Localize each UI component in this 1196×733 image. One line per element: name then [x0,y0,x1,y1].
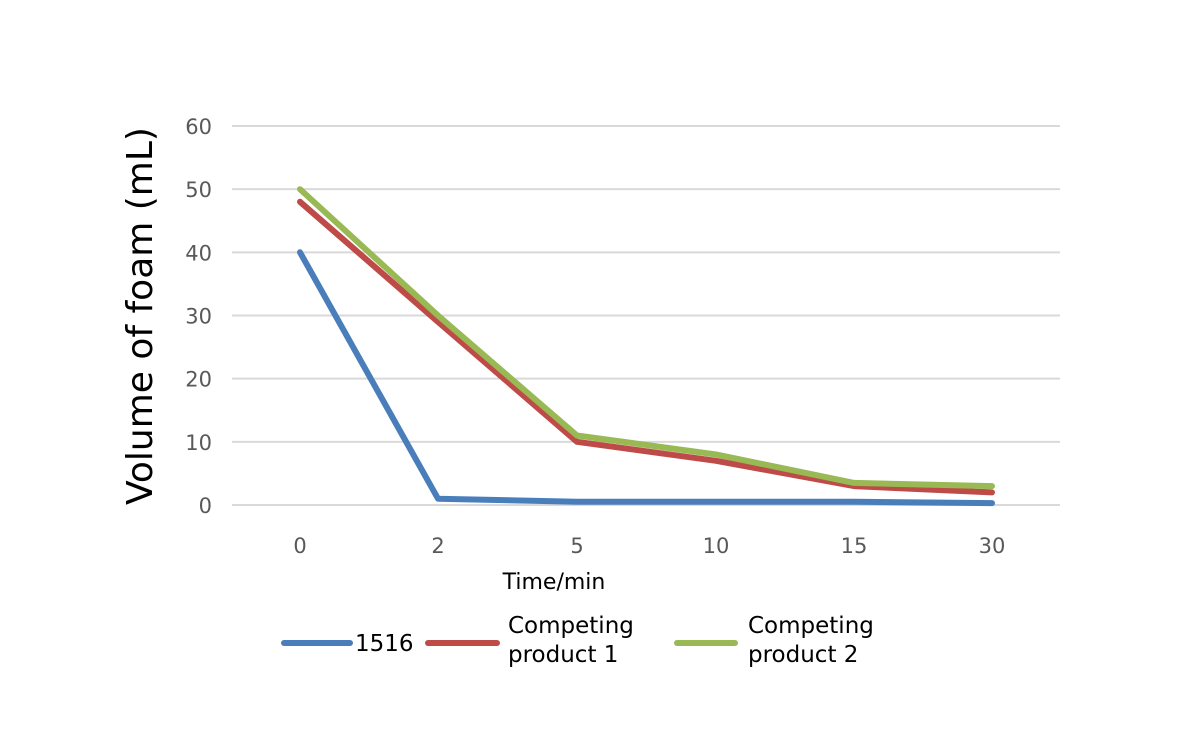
y-tick-label: 40 [185,241,212,265]
x-tick-label: 2 [431,534,444,558]
legend-label: 1516 [355,631,414,657]
series-line-1 [297,249,995,507]
y-axis-ticks: 0 10 20 30 40 50 60 [185,115,212,518]
x-axis-ticks: 0 2 5 10 15 30 [293,534,1005,558]
y-tick-label: 20 [185,368,212,392]
series-line-2 [297,198,995,496]
y-tick-label: 50 [185,178,212,202]
legend-label: Competing [508,613,634,639]
legend-item-3: Competing product 2 [674,613,874,668]
x-tick-label: 30 [979,534,1006,558]
x-tick-label: 0 [293,534,306,558]
x-tick-label: 5 [570,534,583,558]
legend: 1516 Competing product 1 Competing product 2 [281,613,874,668]
series-lines [297,186,995,507]
legend-label: product 2 [748,642,858,668]
legend-label: Competing [748,613,874,639]
legend-label: product 1 [508,642,618,668]
legend-item-2: Competing product 1 [425,613,634,668]
y-tick-label: 30 [185,305,212,329]
series-line-3 [297,186,995,490]
legend-item-1: 1516 [281,631,414,657]
x-tick-label: 15 [841,534,868,558]
y-tick-label: 10 [185,431,212,455]
x-tick-label: 10 [703,534,730,558]
gridlines [232,125,1060,506]
x-axis-label: Time/min [502,570,606,595]
y-tick-label: 60 [185,115,212,139]
y-axis-label: Volume of foam (mL) [120,127,161,505]
y-tick-label: 0 [199,494,212,518]
